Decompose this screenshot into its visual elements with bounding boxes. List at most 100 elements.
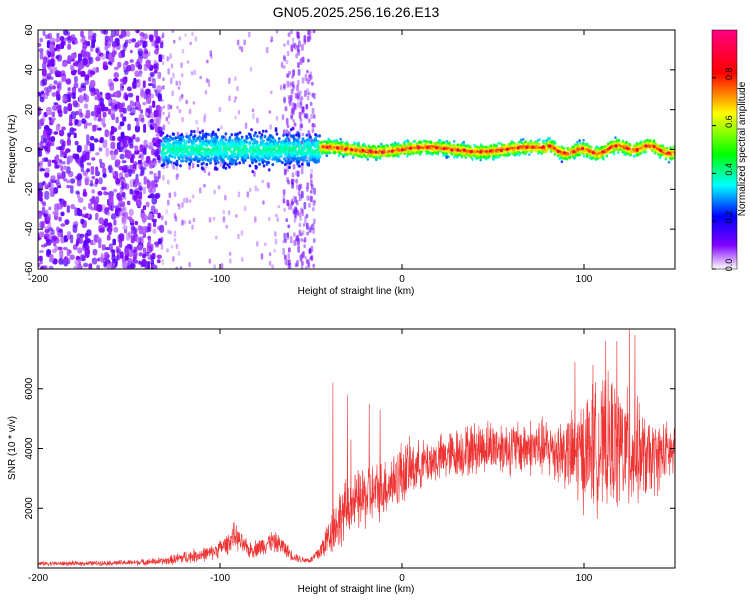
heatmap-cell <box>111 265 115 269</box>
heatmap-cell <box>196 164 200 168</box>
heatmap-cell <box>98 177 103 185</box>
heatmap-cell <box>120 30 127 38</box>
heatmap-cell <box>224 194 227 201</box>
heatmap-cell <box>260 253 264 260</box>
heatmap-cell <box>307 30 310 36</box>
heatmap-cell <box>119 146 124 150</box>
heatmap-cell <box>113 77 119 82</box>
heatmap-cell <box>286 73 290 78</box>
heatmap-cell <box>285 133 289 137</box>
heatmap-cell <box>263 134 267 138</box>
heatmap-cell <box>588 156 592 160</box>
heatmap-cell <box>91 189 95 194</box>
heatmap-cell <box>296 94 300 102</box>
heatmap-cell <box>117 102 123 110</box>
heatmap-cell <box>179 164 182 168</box>
heatmap-cell <box>237 233 240 240</box>
heatmap-cell <box>112 262 116 267</box>
heatmap-cell <box>304 142 308 146</box>
heatmap-cell <box>148 34 154 41</box>
heatmap-cell <box>293 232 296 237</box>
heatmap-cell <box>178 80 182 86</box>
heatmap-cell <box>81 44 88 49</box>
heatmap-cell <box>289 235 293 244</box>
heatmap-cell <box>73 40 79 45</box>
heatmap-cell <box>155 133 160 137</box>
heatmap-cell <box>299 144 302 148</box>
heatmap-cell <box>287 253 290 260</box>
heatmap-cell <box>208 172 211 176</box>
heatmap-cell <box>332 139 336 143</box>
heatmap-cell <box>201 129 204 133</box>
heatmap-cell <box>181 94 184 100</box>
heatmap-cell <box>89 56 94 64</box>
heatmap-cell <box>88 263 93 269</box>
heatmap-cell <box>244 122 248 129</box>
heatmap-cell <box>301 77 305 84</box>
heatmap-cell <box>222 165 225 169</box>
heatmap-cell <box>82 243 87 249</box>
heatmap-cell <box>135 30 140 34</box>
heatmap-cell <box>595 145 598 149</box>
heatmap-cell <box>246 156 250 160</box>
heatmap-cell <box>142 42 148 48</box>
heatmap-cell <box>143 123 147 133</box>
heatmap-cell <box>129 49 133 54</box>
heatmap-cell <box>268 110 272 114</box>
heatmap-cell <box>186 152 190 156</box>
heatmap-cell <box>166 55 169 62</box>
heatmap-cell <box>70 111 76 120</box>
heatmap-cell <box>84 175 90 183</box>
heatmap-cell <box>254 166 258 170</box>
heatmap-cell <box>306 77 310 84</box>
heatmap-cell <box>175 266 178 269</box>
heatmap-cell <box>295 133 298 137</box>
heatmap-cell <box>227 138 231 142</box>
heatmap-cell <box>104 106 109 112</box>
heatmap-cell <box>62 246 68 251</box>
heatmap-cell <box>76 175 80 181</box>
heatmap-cell <box>142 232 146 238</box>
heatmap-cell <box>129 143 134 149</box>
heatmap-cell <box>68 249 72 254</box>
heatmap-cell <box>66 205 70 213</box>
heatmap-cell <box>119 153 125 160</box>
heatmap-cell <box>204 151 208 155</box>
heatmap-cell <box>302 223 306 227</box>
heatmap-cell <box>305 159 309 163</box>
heatmap-cell <box>172 256 175 262</box>
heatmap-cell <box>170 147 174 151</box>
heatmap-cell <box>183 142 187 146</box>
heatmap-cell <box>223 150 226 154</box>
heatmap-cell <box>311 92 315 98</box>
heatmap-cell <box>98 147 103 152</box>
heatmap-cell <box>228 165 231 169</box>
heatmap-cell <box>39 221 44 229</box>
heatmap-cell <box>287 94 291 100</box>
heatmap-cell <box>128 244 133 249</box>
heatmap-cell <box>75 241 79 247</box>
heatmap-cell <box>61 61 68 67</box>
heatmap-cell <box>153 64 158 69</box>
heatmap-cell <box>106 265 112 269</box>
heatmap-cell <box>48 116 52 120</box>
heatmap-cell <box>191 224 194 230</box>
heatmap-cell <box>267 182 270 189</box>
heatmap-cell <box>248 164 252 168</box>
heatmap-cell <box>142 247 146 253</box>
heatmap-cell <box>67 103 72 112</box>
heatmap-cell <box>452 140 456 143</box>
heatmap-cell <box>222 155 225 159</box>
heatmap-cell <box>256 134 259 138</box>
heatmap-cell <box>295 170 298 176</box>
heatmap-cell <box>235 214 238 218</box>
heatmap-cell <box>238 131 242 135</box>
heatmap-cell <box>301 260 304 266</box>
heatmap-cell <box>101 105 106 112</box>
heatmap-cell <box>234 96 238 100</box>
heatmap-cell <box>67 155 73 164</box>
heatmap-cell <box>228 251 232 256</box>
heatmap-cell <box>122 142 127 148</box>
heatmap-cell <box>195 119 198 125</box>
heatmap-cell <box>311 128 315 133</box>
